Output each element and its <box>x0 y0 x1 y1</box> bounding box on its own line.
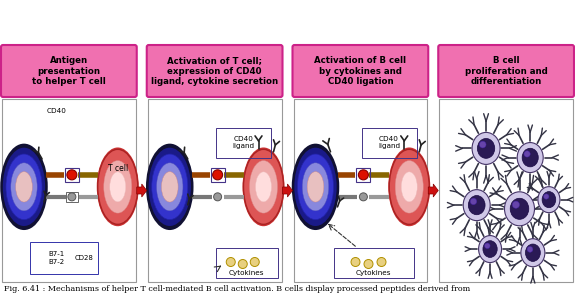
Text: T cell: T cell <box>108 164 128 173</box>
Ellipse shape <box>16 172 32 202</box>
Circle shape <box>68 193 76 201</box>
Text: Cytokines: Cytokines <box>356 270 391 276</box>
Circle shape <box>67 170 77 180</box>
Text: Activation of T cell;
expression of CD40
ligand, cytokine secretion: Activation of T cell; expression of CD40… <box>151 56 278 86</box>
Circle shape <box>238 260 247 268</box>
FancyArrow shape <box>282 184 293 197</box>
Ellipse shape <box>97 148 139 226</box>
Ellipse shape <box>162 172 178 202</box>
FancyBboxPatch shape <box>438 45 574 97</box>
Ellipse shape <box>526 244 540 261</box>
Ellipse shape <box>401 172 417 202</box>
Text: Cytokines: Cytokines <box>229 270 264 276</box>
Ellipse shape <box>463 190 490 220</box>
Text: B cell
proliferation and
differentiation: B cell proliferation and differentiation <box>465 56 547 86</box>
Bar <box>362 128 416 158</box>
Circle shape <box>470 198 477 205</box>
Ellipse shape <box>255 172 271 202</box>
Circle shape <box>250 258 259 266</box>
Circle shape <box>543 194 549 199</box>
Bar <box>439 99 573 282</box>
Circle shape <box>213 170 223 180</box>
Ellipse shape <box>510 198 529 219</box>
Ellipse shape <box>395 161 423 213</box>
Circle shape <box>524 151 530 157</box>
Ellipse shape <box>104 161 132 213</box>
Ellipse shape <box>243 148 285 226</box>
Bar <box>293 99 427 282</box>
Ellipse shape <box>297 154 334 220</box>
Ellipse shape <box>388 148 430 226</box>
Bar <box>148 99 282 282</box>
FancyArrow shape <box>428 184 438 197</box>
Ellipse shape <box>521 239 545 267</box>
Text: Antigen
presentation
to helper T cell: Antigen presentation to helper T cell <box>32 56 106 86</box>
Ellipse shape <box>522 148 538 167</box>
Ellipse shape <box>156 163 183 211</box>
Bar <box>216 128 271 158</box>
Ellipse shape <box>2 147 46 227</box>
Ellipse shape <box>517 143 543 173</box>
Ellipse shape <box>477 138 494 158</box>
Ellipse shape <box>542 192 556 208</box>
Ellipse shape <box>110 172 126 202</box>
Ellipse shape <box>152 154 188 220</box>
Ellipse shape <box>250 161 278 213</box>
Ellipse shape <box>538 187 560 213</box>
Ellipse shape <box>302 163 329 211</box>
Ellipse shape <box>472 132 500 164</box>
Ellipse shape <box>389 149 430 224</box>
Ellipse shape <box>292 144 339 230</box>
Circle shape <box>364 260 373 268</box>
Bar <box>216 248 278 278</box>
FancyBboxPatch shape <box>147 45 282 97</box>
Text: Activation of B cell
by cytokines and
CD40 ligation: Activation of B cell by cytokines and CD… <box>315 56 407 86</box>
Text: CD28: CD28 <box>75 255 94 261</box>
Ellipse shape <box>148 147 191 227</box>
Circle shape <box>512 201 519 208</box>
Circle shape <box>480 141 486 148</box>
Bar <box>65 168 79 182</box>
Circle shape <box>358 170 369 180</box>
Ellipse shape <box>146 144 194 230</box>
Bar <box>2 99 136 282</box>
Text: B7-1
B7-2: B7-1 B7-2 <box>48 251 64 265</box>
Bar <box>210 168 225 182</box>
Ellipse shape <box>478 235 501 263</box>
Bar <box>334 248 413 278</box>
Bar <box>356 168 370 182</box>
Circle shape <box>351 258 360 266</box>
Circle shape <box>226 258 235 266</box>
Circle shape <box>485 243 490 249</box>
Circle shape <box>214 193 221 201</box>
Ellipse shape <box>0 144 48 230</box>
Ellipse shape <box>307 172 324 202</box>
FancyArrow shape <box>137 184 147 197</box>
FancyBboxPatch shape <box>293 45 428 97</box>
Ellipse shape <box>6 154 42 220</box>
Text: CD40: CD40 <box>47 108 67 114</box>
Ellipse shape <box>504 192 535 226</box>
Text: CD40
ligand: CD40 ligand <box>232 136 254 149</box>
Circle shape <box>377 258 386 266</box>
Text: CD40
ligand: CD40 ligand <box>378 136 400 149</box>
Ellipse shape <box>98 149 138 224</box>
Ellipse shape <box>243 149 283 224</box>
Ellipse shape <box>483 241 497 258</box>
Circle shape <box>527 246 533 252</box>
Ellipse shape <box>293 147 338 227</box>
Ellipse shape <box>468 196 485 215</box>
Bar <box>30 242 98 274</box>
FancyBboxPatch shape <box>1 45 137 97</box>
Circle shape <box>359 193 367 201</box>
Text: Fig. 6.41 : Mechanisms of helper T cell-mediated B cell activation. B cells disp: Fig. 6.41 : Mechanisms of helper T cell-… <box>4 285 470 293</box>
Bar <box>66 192 78 202</box>
Ellipse shape <box>11 163 37 211</box>
